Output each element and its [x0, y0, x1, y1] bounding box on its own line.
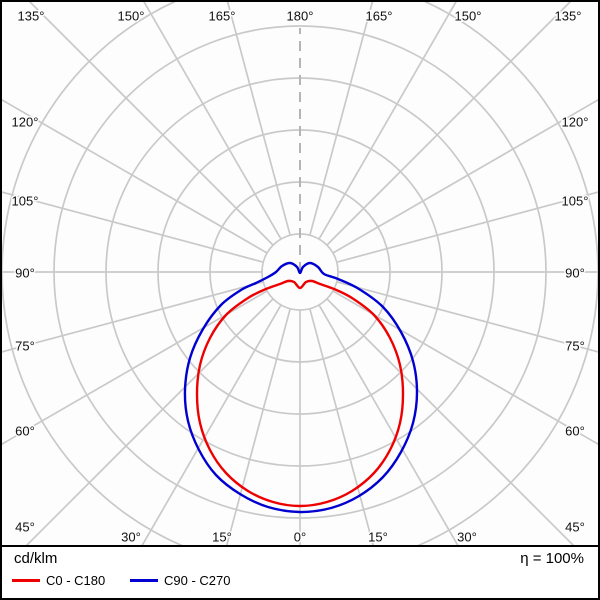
angle-label: 135°	[18, 9, 45, 24]
angle-label: 90°	[15, 266, 35, 281]
angle-label: 165°	[209, 9, 236, 24]
c0-c180-line-swatch	[12, 579, 40, 582]
angle-label: 105°	[562, 194, 589, 209]
angle-label: 90°	[565, 266, 585, 281]
angle-label: 150°	[455, 9, 482, 24]
angle-label: 45°	[565, 520, 585, 535]
angle-label: 30°	[121, 530, 141, 545]
angle-label: 150°	[118, 9, 145, 24]
efficiency-label: η = 100%	[520, 550, 584, 567]
angle-label: 75°	[565, 339, 585, 354]
angle-label: 15°	[212, 530, 232, 545]
angle-label: 105°	[12, 194, 39, 209]
legend-strip: cd/klm η = 100% C0 - C180 C90 - C270	[2, 545, 598, 596]
angle-label: 60°	[565, 424, 585, 439]
legend-item-c0-c180: C0 - C180	[12, 573, 105, 588]
angle-label: 120°	[562, 115, 589, 130]
angle-label: 135°	[555, 9, 582, 24]
angle-label: 0°	[294, 530, 306, 545]
c90-c270-line-swatch	[130, 579, 158, 582]
angle-label: 75°	[15, 339, 35, 354]
unit-label: cd/klm	[14, 550, 58, 567]
angle-labels: 135° 150° 165° 180° 165° 150° 135° 120° 105° 90° 7…	[10, 7, 590, 545]
legend-label: C90 - C270	[164, 573, 231, 588]
angle-label: 30°	[457, 530, 477, 545]
angle-label: 180°	[287, 9, 314, 24]
polar-chart-svg: 135° 150° 165° 180° 165° 150° 135° 120° 105° 90° 7…	[2, 2, 598, 545]
angle-label: 165°	[366, 9, 393, 24]
legend-label: C0 - C180	[46, 573, 106, 588]
angle-label: 60°	[15, 424, 35, 439]
angle-label: 15°	[368, 530, 388, 545]
grid-radials	[2, 2, 598, 545]
curve-c0-c180	[195, 279, 405, 508]
curve-c90-c270	[183, 261, 419, 514]
angle-label: 45°	[15, 520, 35, 535]
legend-item-c90-c270: C90 - C270	[130, 573, 230, 588]
angle-label: 120°	[12, 115, 39, 130]
